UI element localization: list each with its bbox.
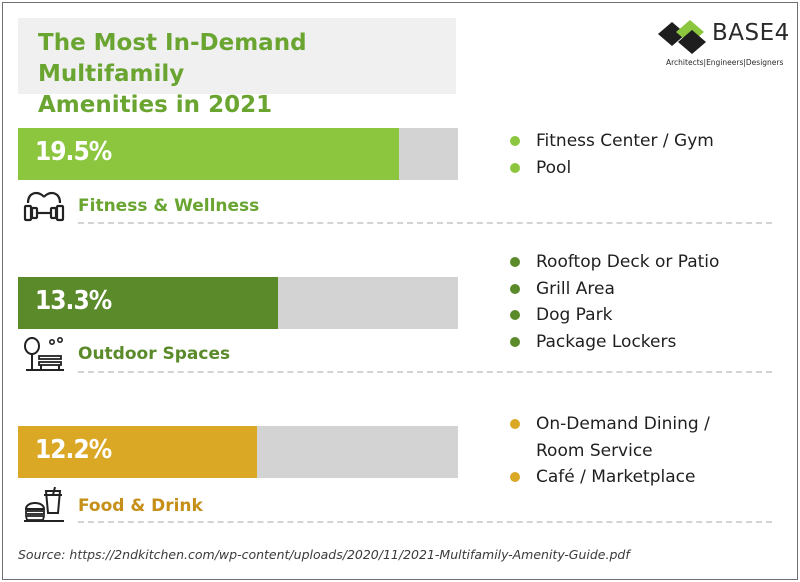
amenity-item: Fitness Center / Gym: [508, 128, 788, 155]
amenity-list-food: On-Demand Dining / Room Service Café / Ma…: [508, 411, 788, 491]
bullet-dot-icon: [510, 162, 520, 173]
amenity-item: Rooftop Deck or Patio: [508, 249, 788, 276]
dumbbell-icon: [23, 192, 65, 222]
amenity-label: Package Lockers: [536, 331, 677, 352]
base4-logo: BASE4 Architects|Engineers|Designers: [656, 16, 789, 72]
amenity-item: On-Demand Dining / Room Service: [508, 411, 788, 464]
bar-track-outdoor: 13.3%: [18, 277, 458, 329]
amenity-label: Pool: [536, 157, 572, 178]
amenity-label: Fitness Center / Gym: [536, 131, 714, 151]
bar-value-outdoor: 13.3%: [35, 286, 112, 316]
amenity-label: Grill Area: [536, 278, 615, 299]
bar-track-food: 12.2%: [18, 426, 458, 478]
park-bench-icon: [24, 336, 64, 371]
category-label-food: Food & Drink: [78, 496, 203, 516]
bullet-dot-icon: [510, 310, 520, 320]
logo-mark-icon: [658, 20, 706, 54]
category-label-outdoor: Outdoor Spaces: [78, 344, 231, 364]
amenity-item: Package Lockers: [508, 329, 788, 356]
amenity-list-outdoor: Rooftop Deck or Patio Grill Area Dog Park P…: [508, 249, 788, 355]
category-label-fitness: Fitness & Wellness: [78, 196, 260, 216]
bullet-dot-icon: [510, 257, 520, 267]
amenity-item: Café / Marketplace: [508, 464, 788, 491]
amenity-label: Rooftop Deck or Patio: [536, 252, 720, 272]
source-citation: Source: https://2ndkitchen.com/wp-conten…: [18, 547, 630, 562]
divider: [78, 521, 772, 523]
bar-outdoor: [18, 277, 279, 329]
amenity-list-fitness: Fitness Center / Gym Pool: [508, 128, 788, 181]
bullet-dot-icon: [510, 472, 520, 482]
divider: [78, 371, 772, 373]
bar-fitness: [18, 128, 400, 180]
bullet-dot-icon: [510, 136, 520, 146]
bullet-dot-icon: [510, 336, 520, 347]
amenity-item: Grill Area: [508, 276, 788, 303]
page-title: The Most In-Demand Multifamily Amenities…: [38, 30, 307, 118]
bar-track-fitness: 19.5%: [18, 128, 458, 180]
amenity-label: On-Demand Dining / Room Service: [536, 414, 710, 461]
amenity-label: Dog Park: [536, 305, 613, 325]
bullet-dot-icon: [510, 419, 520, 429]
bar-value-fitness: 19.5%: [35, 137, 112, 167]
logo-wordmark: BASE4: [712, 20, 790, 46]
burger-drink-icon: [24, 487, 64, 522]
bullet-dot-icon: [510, 283, 520, 294]
bar-food: [18, 426, 257, 478]
logo-tagline: Architects|Engineers|Designers: [666, 58, 784, 67]
divider: [78, 222, 772, 224]
amenity-item: Dog Park: [508, 302, 788, 329]
amenity-label: Café / Marketplace: [536, 467, 696, 487]
amenity-item: Pool: [508, 155, 788, 182]
title-panel: The Most In-Demand Multifamily Amenities…: [18, 18, 456, 118]
bar-value-food: 12.2%: [35, 435, 112, 465]
